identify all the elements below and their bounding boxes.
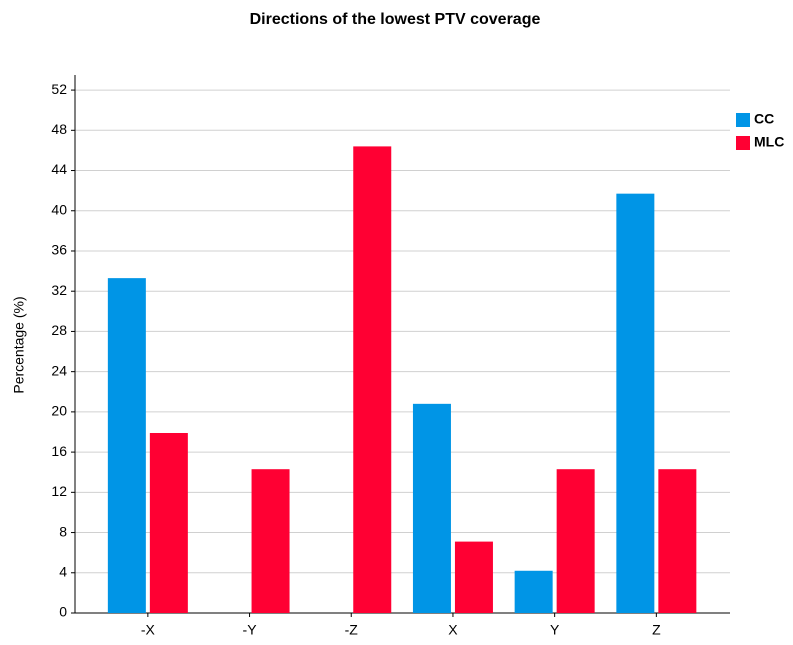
bar [412,403,451,613]
bar [454,541,493,613]
y-tick-label: 20 [51,403,67,419]
bar [556,469,595,613]
legend-label: CC [754,111,774,127]
bar [251,469,290,613]
bar [107,278,146,613]
x-tick-label: X [448,622,458,638]
y-tick-label: 44 [51,161,67,177]
y-tick-label: 24 [51,362,67,378]
legend-label: MLC [754,134,784,150]
legend-swatch [736,113,750,127]
y-tick-label: 32 [51,282,67,298]
y-tick-label: 40 [51,201,67,217]
y-axis-label: Percentage (%) [11,296,27,393]
x-tick-label: -X [141,622,156,638]
x-tick-label: Y [550,622,560,638]
y-tick-label: 12 [51,483,67,499]
y-tick-label: 52 [51,81,67,97]
bar [353,146,392,613]
chart-title: Directions of the lowest PTV coverage [250,11,541,28]
y-tick-label: 48 [51,121,67,137]
y-tick-label: 0 [59,604,67,620]
x-tick-label: -Z [345,622,359,638]
bar [149,432,188,613]
y-tick-label: 16 [51,443,67,459]
y-tick-label: 8 [59,523,67,539]
x-tick-label: -Y [243,622,258,638]
bar [616,193,655,613]
bar [658,469,697,613]
x-tick-label: Z [652,622,661,638]
legend-swatch [736,136,750,150]
y-tick-label: 36 [51,242,67,258]
bar [514,570,553,613]
y-tick-label: 28 [51,322,67,338]
y-tick-label: 4 [59,563,67,579]
